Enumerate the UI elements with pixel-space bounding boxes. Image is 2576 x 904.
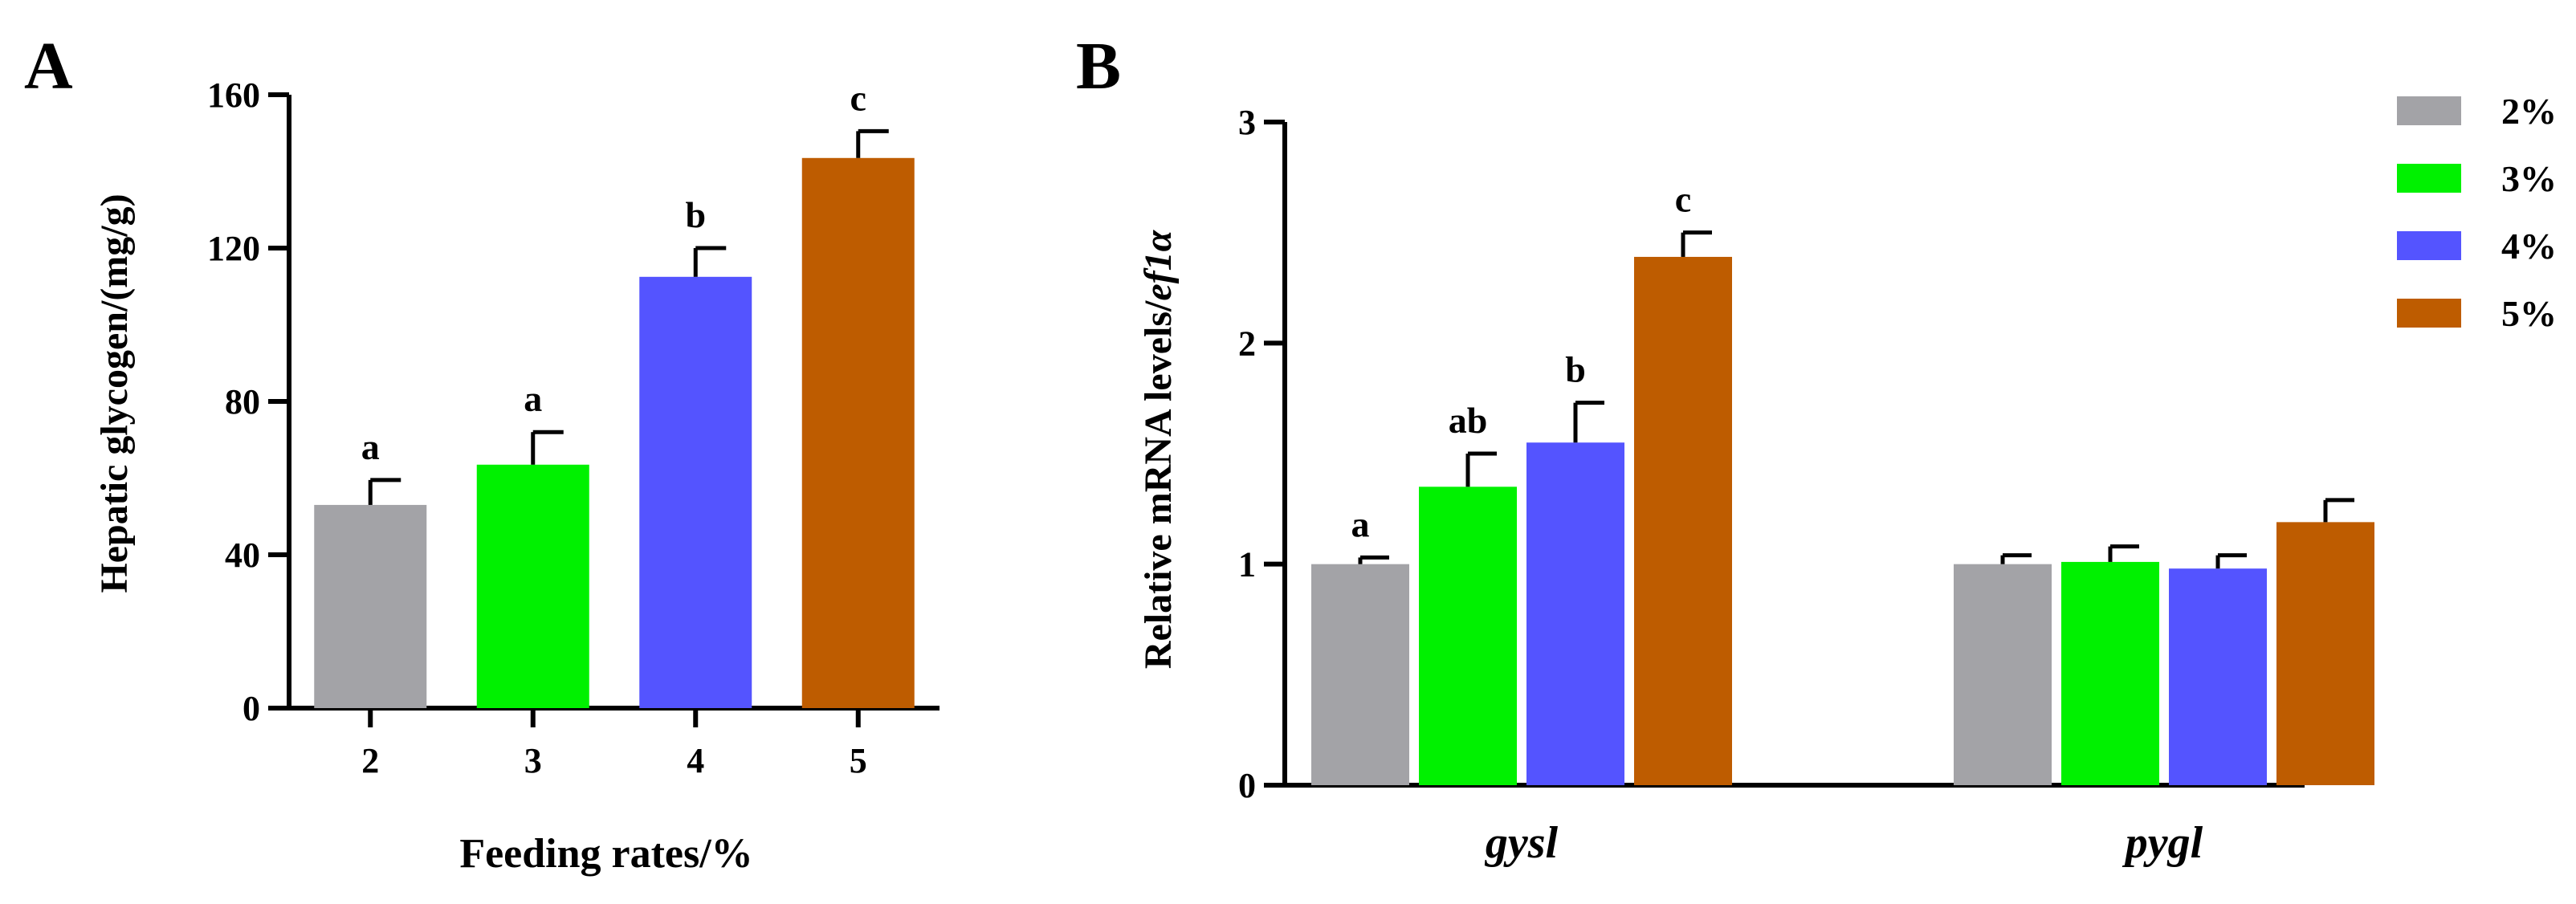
panel-b-bar-gysl-3% [1419,487,1517,785]
panel-a-y-axis-label: Hepatic glycogen/(mg/g) [93,193,136,592]
panel-a-y-tick-label: 80 [225,382,260,421]
panel-b-bar-pygl-3% [2061,561,2159,785]
panel-a-x-tick-label: 2 [361,741,379,780]
panel-b-letter: B [1076,29,1121,104]
panel-a-chart: a a b c 0 40 80 120 160 2 3 4 5 Hepatic glycogen/(m… [93,75,940,877]
panel-a-x-tick-label: 3 [524,741,542,780]
panel-b-y-axis-label-gene: ef1α [1137,229,1180,300]
panel-b-chart: a ab b c 0 1 2 3 gysl pygl Relative mRNA levels/… [1137,91,2557,868]
panel-a-bar-4 [639,276,752,708]
panel-a-bar-2 [314,504,427,708]
panel-b-bar-gysl-2% [1311,564,1409,785]
panel-b-significance-letter: b [1565,349,1586,390]
panel-a-x-axis-label: Feeding rates/% [459,831,752,877]
panel-b-x-tick-label-gysl: gysl [1484,818,1559,868]
panel-a-letter: A [24,29,73,104]
panel-a-significance-letter: a [361,426,380,467]
panel-b-bar-gysl-4% [1526,442,1624,785]
panel-a-x-tick-label: 5 [850,741,867,780]
panel-b-legend: 2% 3% 4% 5% [2397,91,2557,334]
panel-b-x-tick-label-pygl: pygl [2122,818,2203,868]
panel-a-y-tick-label: 0 [243,689,260,728]
panel-a-bar-3 [476,464,589,708]
panel-a-significance-letter: c [850,77,866,118]
legend-swatch-3% [2397,164,2461,193]
panel-a-bar-5 [801,157,915,709]
legend-label-2%: 2% [2501,91,2557,132]
panel-b-significance-letter: a [1351,503,1370,544]
legend-label-4%: 4% [2501,226,2557,267]
legend-swatch-4% [2397,231,2461,260]
panel-b-significance-letter: ab [1449,400,1488,441]
legend-swatch-5% [2397,299,2461,328]
panel-b-y-tick-label: 1 [1238,545,1256,584]
panel-b-y-tick-label: 3 [1238,103,1256,142]
panel-b-bar-pygl-4% [2169,568,2267,785]
panel-a-y-tick-label: 160 [207,75,260,115]
panel-a-y-tick-label: 120 [207,229,260,268]
legend-swatch-2% [2397,96,2461,125]
panel-b-y-tick-label: 0 [1238,766,1256,805]
panel-a-significance-letter: b [685,194,706,235]
panel-b-y-axis-label-prefix: Relative mRNA levels/ [1137,300,1180,669]
panel-b-bar-pygl-2% [1954,564,2052,785]
panel-b-significance-letter: c [1675,179,1691,220]
panel-b-y-axis-label: Relative mRNA levels/ef1α [1137,229,1180,669]
panel-a-significance-letter: a [524,378,542,419]
panel-b-bar-pygl-5% [2276,522,2374,785]
panel-a-x-tick-label: 4 [687,741,704,780]
panel-b-y-tick-label: 2 [1238,324,1256,363]
panel-b-bar-gysl-5% [1634,256,1732,785]
legend-label-3%: 3% [2501,158,2557,199]
panel-a-y-tick-label: 40 [225,535,260,575]
legend-label-5%: 5% [2501,293,2557,334]
